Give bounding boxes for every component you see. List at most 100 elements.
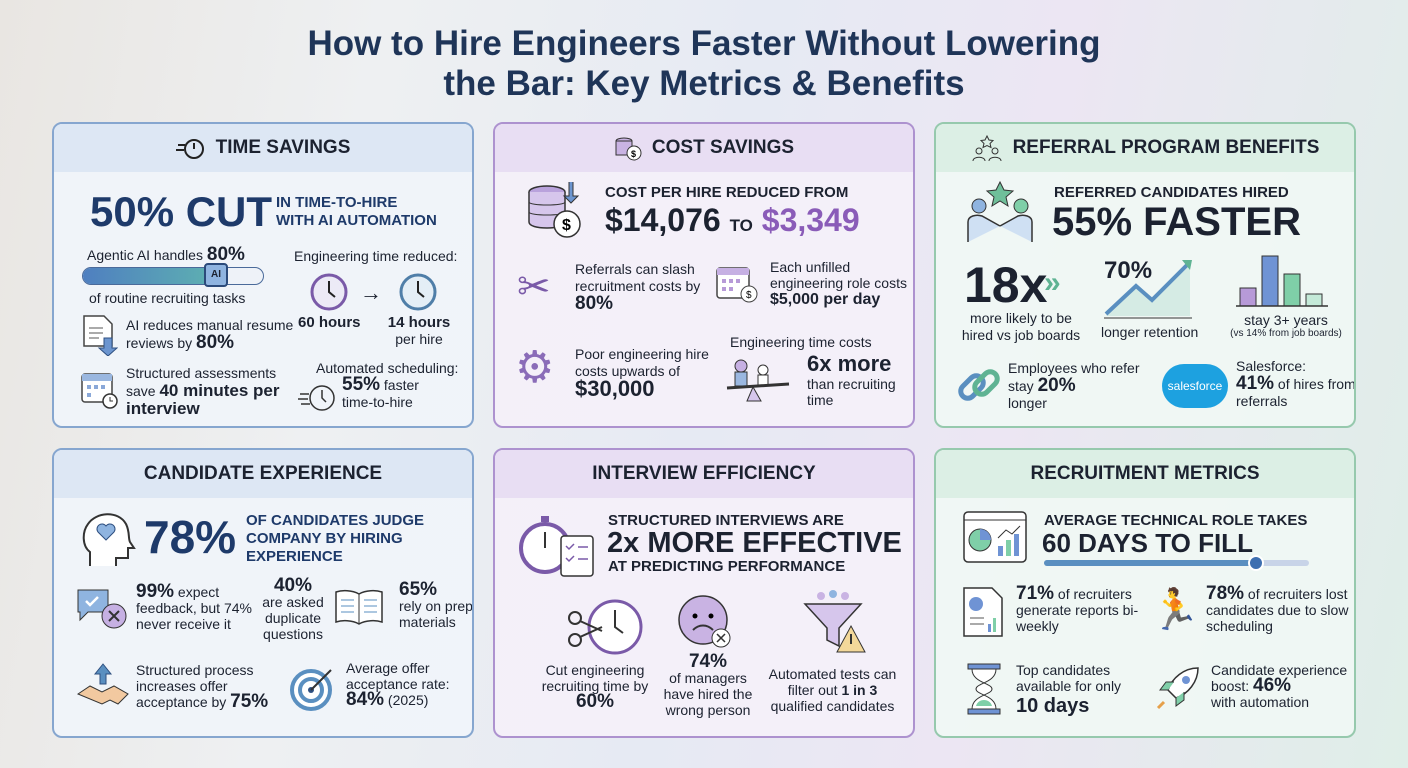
top-candidates-stat: Top candidates available for only 10 days xyxy=(1016,662,1122,717)
retention-text: longer retention xyxy=(1101,324,1199,340)
metrics-line2: 60 DAYS TO FILL xyxy=(1042,528,1253,558)
team-star-icon xyxy=(971,135,1003,161)
clock-icon xyxy=(309,272,349,312)
ai-progress-bar xyxy=(82,267,264,285)
sched-stat: 55% faster time-to-hire xyxy=(342,374,419,410)
reports-stat: 71% of recruiters generate reports bi-we… xyxy=(1016,583,1139,634)
retention-stat: 70% xyxy=(1104,257,1153,284)
agentic-sub: of routine recruiting tasks xyxy=(89,290,246,306)
likely-text: more likely to be hired vs job boards xyxy=(961,310,1081,343)
svg-text:$: $ xyxy=(746,290,752,301)
card-header: TIME SAVINGS xyxy=(54,124,472,172)
interview-line1: STRUCTURED INTERVIEWS ARE xyxy=(608,512,844,529)
offer-stat: Structured process increases offer accep… xyxy=(136,662,269,712)
feedback-stat: 99% expect feedback, but 74% never recei… xyxy=(136,581,252,632)
salesforce-logo: salesforce xyxy=(1162,364,1228,408)
cost-headline: COST PER HIRE REDUCED FROM xyxy=(605,184,849,201)
metrics-line1: AVERAGE TECHNICAL ROLE TAKES xyxy=(1044,512,1308,529)
page-title: How to Hire Engineers Faster Without Low… xyxy=(307,24,1101,103)
lost-stat: 78% of recruiters lost candidates due to… xyxy=(1206,583,1349,634)
interview-line3: AT PREDICTING PERFORMANCE xyxy=(608,558,846,575)
svg-text:$: $ xyxy=(631,149,636,159)
card-header: $ COST SAVINGS xyxy=(495,124,913,172)
cost-savings-card: $ COST SAVINGS $ COST PER HIRE REDUCED FR… xyxy=(493,122,915,428)
salesforce-stat: Salesforce: 41% of hires from referrals xyxy=(1236,358,1356,409)
stay-text: stay 3+ years xyxy=(1244,312,1328,328)
cost-reduction: $14,076 TO $3,349 xyxy=(605,202,860,238)
hourglass-icon xyxy=(966,662,1002,716)
handshake-people-icon xyxy=(964,180,1036,244)
eng-cost-label: Engineering time costs xyxy=(730,334,872,350)
headline-stat: 50% CUT xyxy=(90,188,273,235)
database-money-icon: $ xyxy=(525,180,585,240)
stopwatch-icon xyxy=(175,135,206,161)
report-icon xyxy=(962,586,1006,638)
scissors-clock-icon xyxy=(565,598,645,656)
sched-label: Automated scheduling: xyxy=(316,360,459,376)
card-header: RECRUITMENT METRICS xyxy=(936,450,1354,498)
filter-stat: Automated tests can filter out 1 in 3 qu… xyxy=(768,666,897,714)
referral-cost-stat: Referrals can slash recruitment costs by… xyxy=(575,261,701,314)
boost-stat: Candidate experience boost: 46% with auto… xyxy=(1211,662,1348,710)
arrow-right-icon: → xyxy=(360,280,382,305)
svg-text:$: $ xyxy=(562,217,571,234)
refer-stat: Employees who refer stay 20% longer xyxy=(1008,360,1140,411)
unfilled-cost-stat: Each unfilled engineering role costs $5,0… xyxy=(770,259,907,308)
fast-clock-icon xyxy=(298,382,338,414)
acceptance-stat: Average offer acceptance rate: 84% (2025) xyxy=(346,660,450,710)
calendar-clock-icon xyxy=(80,368,120,410)
recruitment-metrics-card: RECRUITMENT METRICS AVERAGE TECHNICAL RO… xyxy=(934,448,1356,738)
card-header: INTERVIEW EFFICIENCY xyxy=(495,450,913,498)
handshake-arrow-icon xyxy=(76,662,130,708)
head-heart-icon xyxy=(80,508,136,570)
eng-cost-stat: 6x more than recruiting time xyxy=(807,351,896,409)
agentic-label: Agentic AI handles 80% xyxy=(87,244,245,265)
coins-icon: $ xyxy=(614,135,642,161)
wrong-hire-stat: 74% of managers have hired the wrong pers… xyxy=(663,651,753,718)
headline-text: IN TIME-TO-HIRE WITH AI AUTOMATION xyxy=(276,194,437,229)
book-icon xyxy=(334,588,384,626)
time-savings-card: TIME SAVINGS 50% CUT IN TIME-TO-HIRE WITH… xyxy=(52,122,474,428)
referral-stat: 55% FASTER xyxy=(1052,200,1301,244)
referral-card: REFERRAL PROGRAM BENEFITS REFERRED CANDI… xyxy=(934,122,1356,428)
broken-gear-icon: ⚙ xyxy=(515,343,555,392)
clock-icon xyxy=(398,272,438,312)
interview-efficiency-card: INTERVIEW EFFICIENCY STRUCTURED INTERVIE… xyxy=(493,448,915,738)
scissors-icon: ✂ xyxy=(517,265,551,309)
chat-feedback-icon xyxy=(74,586,130,632)
candidate-stat: 78% xyxy=(144,511,237,563)
referral-headline: REFERRED CANDIDATES HIRED xyxy=(1054,184,1289,201)
candidate-headline: OF CANDIDATES JUDGE COMPANY BY HIRING EX… xyxy=(246,512,425,565)
stopwatch-clipboard-icon xyxy=(517,510,597,580)
seesaw-icon xyxy=(723,356,803,406)
rocket-icon xyxy=(1154,664,1202,712)
calendar-money-icon: $ xyxy=(715,264,759,304)
likely-stat: 18x xyxy=(964,257,1048,313)
from-hours: 60 hours xyxy=(298,314,361,331)
link-icon xyxy=(956,362,1002,408)
days-progress-bar xyxy=(1044,555,1309,571)
poor-hire-stat: Poor engineering hire costs upwards of $3… xyxy=(575,346,709,401)
card-header: CANDIDATE EXPERIENCE xyxy=(54,450,472,498)
runner-icon: 🏃 xyxy=(1150,588,1200,632)
eng-time-label: Engineering time reduced: xyxy=(294,248,458,264)
stay-sub: (vs 14% from job boards) xyxy=(1230,328,1342,339)
ai-chip-icon: AI xyxy=(204,263,228,287)
bar-chart-icon xyxy=(1236,254,1328,308)
prep-stat: 65% rely on prep materials xyxy=(399,579,473,630)
candidate-experience-card: CANDIDATE EXPERIENCE 78% OF CANDIDATES J… xyxy=(52,448,474,738)
double-chevron-icon: » xyxy=(1044,266,1061,299)
resume-stat: AI reduces manual resume reviews by 80% xyxy=(126,317,294,353)
card-header: REFERRAL PROGRAM BENEFITS xyxy=(936,124,1354,172)
funnel-warning-icon xyxy=(801,590,869,656)
interview-line2: 2x MORE EFFECTIVE xyxy=(607,527,902,559)
duplicate-stat: 40% are asked duplicate questions xyxy=(262,575,324,642)
assessment-stat: Structured assessments save 40 minutes p… xyxy=(126,365,280,418)
sad-face-icon xyxy=(677,594,733,650)
target-icon xyxy=(289,664,337,712)
growth-chart-icon xyxy=(1102,256,1198,320)
cut-time-stat: Cut engineering recruiting time by 60% xyxy=(541,662,649,712)
dashboard-icon xyxy=(962,510,1028,564)
document-download-icon xyxy=(82,314,118,356)
to-hours: 14 hours per hire xyxy=(387,314,451,347)
